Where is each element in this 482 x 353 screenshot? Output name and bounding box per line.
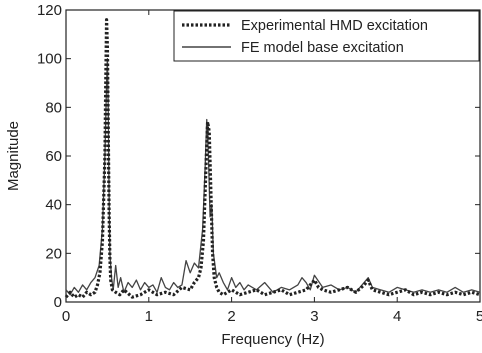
x-tick-label: 2 (227, 308, 235, 325)
y-tick-label: 20 (45, 245, 62, 262)
series-layer (64, 18, 481, 299)
legend-label-experimental: Experimental HMD excitation (241, 18, 428, 34)
legend-box (173, 10, 480, 62)
y-tick-label: 120 (37, 2, 62, 19)
x-tick-label: 4 (393, 308, 401, 325)
x-tick-label: 3 (310, 308, 318, 325)
legend-label-fe-model: FE model base excitation (241, 40, 404, 56)
y-axis-label: Magnitude (5, 121, 22, 191)
y-tick-label: 40 (45, 197, 62, 214)
x-tick-label: 1 (145, 308, 153, 325)
x-axis-ticks: 0 1 2 3 4 5 (62, 10, 482, 325)
x-tick-label: 5 (476, 308, 482, 325)
y-tick-label: 100 (37, 51, 62, 68)
y-tick-label: 80 (45, 99, 62, 116)
x-tick-label: 0 (62, 308, 70, 325)
series-line-experimental (64, 18, 481, 299)
x-axis-label: Frequency (Hz) (221, 331, 324, 348)
y-tick-label: 0 (54, 294, 62, 311)
legend: Experimental HMD excitation FE model bas… (173, 10, 480, 62)
y-tick-label: 60 (45, 148, 62, 165)
